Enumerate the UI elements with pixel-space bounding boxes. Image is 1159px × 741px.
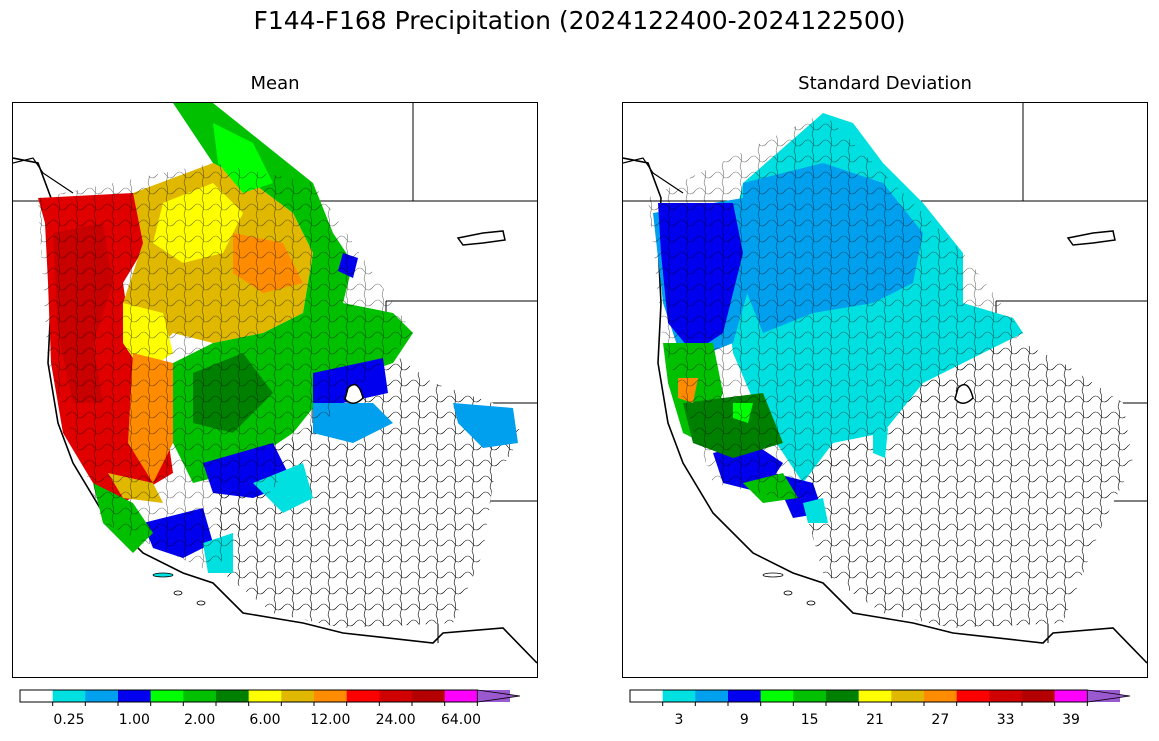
colorbar-bin [281, 690, 315, 702]
figure-title: F144-F168 Precipitation (2024122400-2024… [253, 6, 906, 35]
colorbar-tick-label: 12.00 [310, 712, 351, 728]
colorbar-tick-label: 24.00 [375, 712, 416, 728]
colorbar-bin [118, 690, 152, 702]
colorbar-bin [20, 690, 54, 702]
colorbar-bin [728, 690, 762, 702]
colorbar-tick-label: 33 [996, 712, 1015, 728]
colorbar-tick-label: 27 [931, 712, 950, 728]
colorbar-bin [662, 690, 696, 702]
colorbar-bin [956, 690, 990, 702]
colorbar-tick-label: 9 [739, 712, 749, 728]
colorbar-bin [630, 690, 664, 702]
colorbar-bin [183, 690, 217, 702]
colorbar-bin [412, 690, 446, 702]
colorbar-bin [793, 690, 827, 702]
stddev-colorbar [629, 689, 1140, 714]
colorbar-bin [891, 690, 925, 702]
colorbar-extend-arrow [476, 689, 521, 703]
colorbar-bin [248, 690, 282, 702]
colorbar-extend-arrow [1086, 689, 1131, 703]
colorbar-bin [444, 690, 478, 702]
colorbar-tick-label: 64.00 [440, 712, 482, 728]
colorbar-bin [346, 690, 380, 702]
colorbar-bin [216, 690, 250, 702]
colorbar-bin [989, 690, 1023, 702]
mean-map-svg [13, 103, 537, 664]
colorbar-tick-label: 15 [800, 712, 819, 728]
stddev-map [622, 102, 1148, 678]
colorbar-bin [760, 690, 794, 702]
colorbar-tick-label: 6.00 [249, 712, 281, 728]
colorbar-bin [379, 690, 413, 702]
colorbar-tick-label: 1.00 [118, 712, 150, 728]
mean-colorbar [19, 689, 530, 714]
colorbar-bin [150, 690, 184, 702]
colorbar-bin [85, 690, 119, 702]
colorbar-bin [52, 690, 86, 702]
colorbar-bin [1022, 690, 1056, 702]
mean-colorbar-svg [19, 689, 521, 706]
colorbar-bin [1054, 690, 1088, 702]
colorbar-bin [858, 690, 892, 702]
colorbar-tick-label: 21 [866, 712, 884, 728]
stddev-map-svg [623, 103, 1147, 664]
colorbar-bin [695, 690, 729, 702]
stddev-colorbar-svg [629, 689, 1131, 706]
colorbar-tick-label: 0.25 [53, 712, 85, 728]
colorbar-bin [314, 690, 348, 702]
mean-map [12, 102, 538, 678]
colorbar-bin [826, 690, 860, 702]
mean-panel-title: Mean [250, 73, 300, 94]
colorbar-bin [924, 690, 958, 702]
stddev-panel-title: Standard Deviation [798, 73, 972, 94]
colorbar-tick-label: 2.00 [184, 712, 216, 728]
colorbar-tick-label: 39 [1062, 712, 1080, 728]
colorbar-tick-label: 3 [674, 712, 684, 728]
